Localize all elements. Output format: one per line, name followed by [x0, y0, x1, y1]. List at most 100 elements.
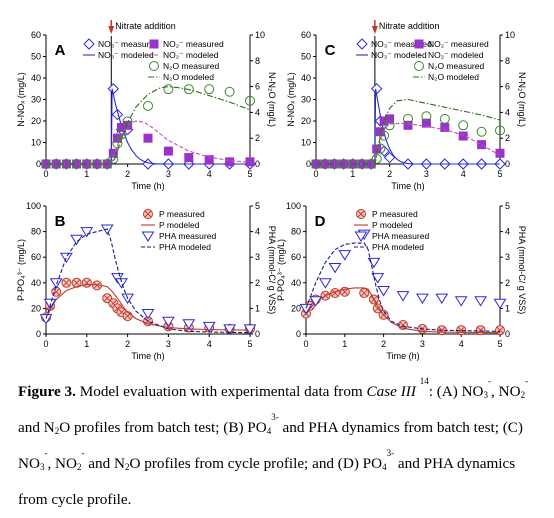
data-point: [384, 120, 395, 131]
data-point: [458, 120, 469, 131]
legend-label: NO₂⁻ measured: [163, 39, 224, 49]
data-point: [371, 153, 382, 164]
data-point: [458, 131, 468, 141]
marker-cross: [73, 279, 80, 287]
y-axis-label-right: N-N₂O (mg/L): [267, 72, 277, 127]
caption-text: and N: [18, 419, 55, 436]
data-point: [439, 113, 450, 124]
y-tick-label-left: 30: [31, 95, 41, 105]
y-tick-label-left: 60: [291, 252, 301, 262]
x-tick-label: 3: [166, 339, 171, 349]
data-point: [474, 296, 487, 307]
figure-label: Figure 3.: [18, 383, 76, 400]
data-point: [112, 138, 123, 149]
superscript: -: [525, 376, 529, 386]
data-point: [60, 252, 73, 264]
y-axis-label-right: PHA (mmol-C/ g VSS): [267, 226, 277, 315]
superscript: 3-: [386, 448, 395, 458]
legend-swatch: [414, 61, 424, 71]
y-tick-label-right: 6: [255, 82, 260, 92]
y-tick-label-left: 40: [31, 73, 41, 83]
subscript: 2: [54, 426, 60, 436]
legend-swatch: [83, 38, 95, 50]
y-tick-label-left: 100: [286, 201, 301, 211]
caption-text: O profiles from batch test; (B) PO: [59, 419, 267, 436]
data-point: [81, 277, 92, 288]
y-tick-label-right: 10: [505, 30, 515, 40]
y-tick-label-right: 0: [505, 329, 510, 339]
y-tick-label-right: 3: [255, 252, 260, 262]
legend-label: P modeled: [372, 220, 413, 230]
series-pha-modeled: [45, 228, 251, 334]
legend-swatch: [356, 38, 368, 50]
data-point: [379, 130, 390, 141]
legend-label: N₂O measured: [163, 61, 219, 71]
nitrate-addition-arrow-icon: [108, 26, 115, 34]
x-tick-label: 2: [125, 169, 130, 179]
series-pha-modeled: [305, 242, 501, 332]
data-point: [184, 153, 194, 163]
y-tick-label-right: 1: [505, 303, 510, 313]
data-point: [141, 309, 155, 320]
legend-swatch: [149, 39, 159, 49]
series-p-modeled: [305, 287, 501, 334]
y-tick-label-right: 4: [255, 227, 260, 237]
model-line: [316, 122, 501, 165]
data-point: [371, 273, 385, 284]
y-tick-label-right: 0: [255, 329, 260, 339]
x-tick-label: 4: [461, 169, 466, 179]
panel-letter: B: [55, 213, 66, 230]
reference-number: 14: [419, 376, 429, 386]
data-point: [495, 125, 505, 136]
y-tick-label-left: 60: [31, 30, 41, 40]
y-tick-label-left: 20: [291, 303, 301, 313]
legend-label: NO₂⁻ modeled: [428, 50, 484, 60]
data-point: [299, 303, 313, 315]
legend-label: NO₃⁻ modeled: [371, 50, 427, 60]
data-point: [71, 277, 82, 288]
y-tick-label-left: 20: [31, 303, 41, 313]
series-no-measured: [40, 83, 256, 170]
y-tick-label-left: 10: [301, 138, 311, 148]
x-tick-label: 0: [43, 169, 48, 179]
marker-cross: [144, 210, 152, 218]
y-tick-label-right: 4: [505, 107, 510, 117]
legend-label: N₂O modeled: [428, 72, 479, 82]
marker-cross: [357, 210, 365, 218]
legend-label: PHA modeled: [372, 242, 424, 252]
x-tick-label: 4: [207, 169, 212, 179]
x-tick-label: 5: [497, 339, 502, 349]
panel-letter: D: [315, 213, 326, 230]
data-point: [61, 277, 72, 288]
data-point: [225, 157, 235, 167]
subscript: 4: [382, 462, 387, 472]
x-tick-label: 1: [350, 169, 355, 179]
legend-swatch: [354, 231, 368, 242]
y-tick-label-left: 60: [301, 30, 311, 40]
series-no-modeled: [46, 120, 251, 165]
data-point: [49, 278, 63, 289]
model-line: [46, 86, 251, 165]
data-point: [475, 325, 486, 336]
subscript: 3: [39, 462, 45, 472]
data-point: [454, 296, 468, 307]
legend-label: PHA measured: [372, 231, 429, 241]
x-axis-label: Time (h): [391, 181, 424, 191]
model-line: [305, 287, 501, 334]
y-tick-label-left: 0: [36, 329, 41, 339]
y-tick-label-left: 0: [36, 159, 41, 169]
superscript: 3-: [271, 412, 279, 422]
x-axis-label: Time (h): [386, 351, 419, 361]
x-tick-label: 1: [342, 339, 347, 349]
x-tick-label: 0: [43, 339, 48, 349]
data-point: [476, 126, 487, 137]
data-point: [377, 285, 390, 297]
data-point: [245, 95, 255, 106]
legend-swatch: [149, 61, 159, 71]
model-line: [45, 284, 251, 331]
data-point: [39, 314, 53, 325]
series-no-modeled: [46, 88, 250, 165]
